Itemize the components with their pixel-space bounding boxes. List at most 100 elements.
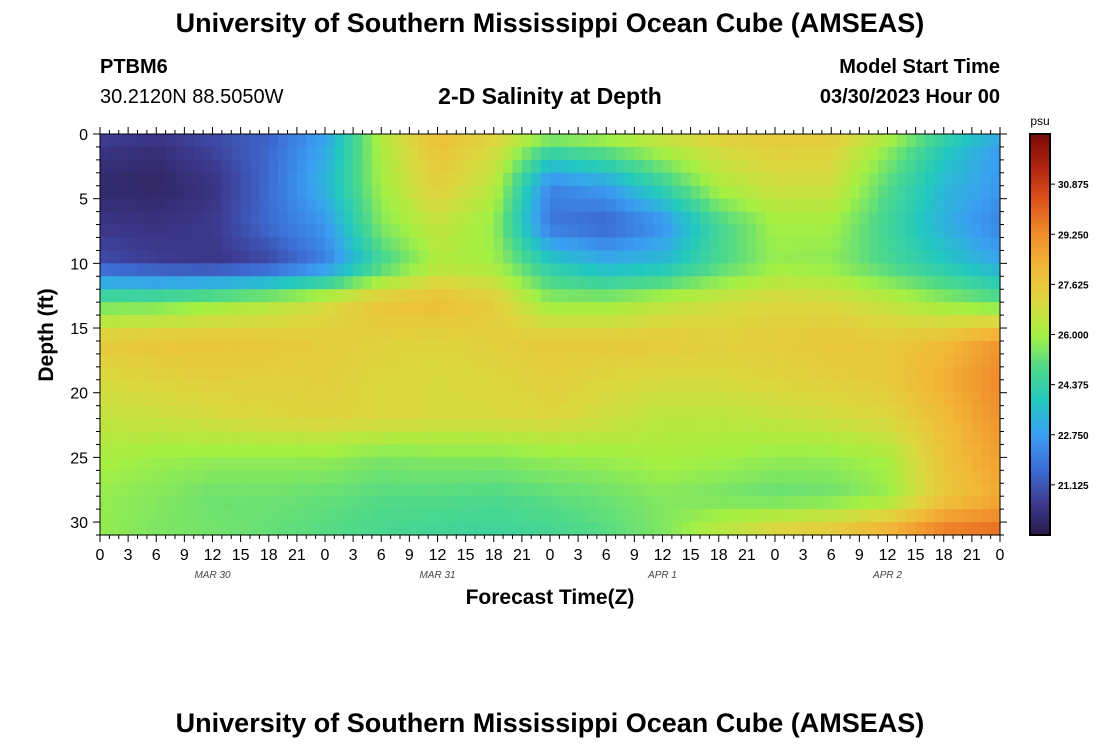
heatmap-cell bbox=[250, 405, 260, 420]
heatmap-cell bbox=[559, 159, 570, 174]
heatmap-cell bbox=[521, 302, 532, 316]
heatmap-cell bbox=[128, 366, 139, 381]
heatmap-cell bbox=[962, 172, 973, 187]
heatmap-cell bbox=[484, 328, 495, 342]
heatmap-cell bbox=[756, 353, 767, 368]
heatmap-cell bbox=[925, 211, 935, 226]
heatmap-cell bbox=[737, 289, 748, 303]
heatmap-cell bbox=[953, 509, 964, 523]
heatmap-cell bbox=[418, 483, 429, 497]
heatmap-cell bbox=[306, 431, 317, 446]
heatmap-cell bbox=[962, 509, 973, 523]
heatmap-cell bbox=[906, 328, 917, 342]
heatmap-cell bbox=[887, 366, 898, 381]
heatmap-cell bbox=[831, 315, 842, 329]
heatmap-cell bbox=[662, 522, 673, 536]
heatmap-cell bbox=[793, 457, 804, 471]
heatmap-cell bbox=[109, 496, 120, 510]
heatmap-cell bbox=[540, 522, 551, 536]
heatmap-cell bbox=[100, 237, 110, 252]
heatmap-cell bbox=[193, 263, 204, 277]
heatmap-cell bbox=[587, 470, 598, 484]
heatmap-cell bbox=[381, 289, 392, 303]
heatmap-cell bbox=[400, 405, 410, 420]
heatmap-cell bbox=[643, 405, 654, 420]
heatmap-cell bbox=[878, 276, 889, 290]
heatmap-cell bbox=[343, 457, 354, 471]
heatmap-cell bbox=[128, 379, 139, 394]
heatmap-cell bbox=[278, 276, 289, 290]
heatmap-cell bbox=[587, 224, 598, 239]
heatmap-cell bbox=[409, 159, 420, 174]
heatmap-cell bbox=[878, 224, 889, 239]
heatmap-cell bbox=[709, 315, 720, 329]
heatmap-cell bbox=[465, 405, 476, 420]
heatmap-cell bbox=[100, 379, 110, 394]
heatmap-cell bbox=[428, 328, 439, 342]
heatmap-cell bbox=[521, 431, 532, 446]
heatmap-cell bbox=[737, 457, 748, 471]
heatmap-cell bbox=[737, 444, 748, 458]
heatmap-cell bbox=[587, 444, 598, 458]
heatmap-cell bbox=[643, 185, 654, 200]
heatmap-cell bbox=[859, 340, 870, 355]
heatmap-cell bbox=[175, 366, 185, 381]
heatmap-cell bbox=[878, 211, 889, 226]
heatmap-cell bbox=[306, 418, 317, 433]
heatmap-cell bbox=[221, 276, 232, 290]
heatmap-cell bbox=[465, 483, 476, 497]
heatmap-cell bbox=[859, 379, 870, 394]
heatmap-cell bbox=[943, 237, 954, 252]
heatmap-cell bbox=[915, 315, 926, 329]
heatmap-cell bbox=[700, 172, 710, 187]
heatmap-cell bbox=[390, 418, 401, 433]
heatmap-cell bbox=[690, 237, 701, 252]
heatmap-cell bbox=[718, 276, 729, 290]
heatmap-cell bbox=[306, 483, 317, 497]
heatmap-cell bbox=[531, 146, 542, 161]
heatmap-cell bbox=[184, 134, 195, 148]
heatmap-cell bbox=[306, 159, 317, 174]
heatmap-cell bbox=[746, 457, 757, 471]
heatmap-cell bbox=[493, 250, 504, 264]
heatmap-cell bbox=[428, 302, 439, 316]
heatmap-cell bbox=[334, 224, 345, 239]
heatmap-cell bbox=[718, 159, 729, 174]
heatmap-cell bbox=[840, 431, 851, 446]
heatmap-cell bbox=[381, 211, 392, 226]
heatmap-cell bbox=[765, 405, 776, 420]
heatmap-cell bbox=[643, 250, 654, 264]
heatmap-cell bbox=[503, 276, 514, 290]
heatmap-cell bbox=[371, 289, 382, 303]
x-day-label: MAR 31 bbox=[419, 570, 455, 581]
heatmap-cell bbox=[578, 405, 589, 420]
heatmap-cell bbox=[100, 444, 110, 458]
heatmap-cell bbox=[915, 379, 926, 394]
heatmap-cell bbox=[906, 224, 917, 239]
heatmap-cell bbox=[212, 522, 223, 536]
heatmap-cell bbox=[906, 276, 917, 290]
heatmap-cell bbox=[915, 263, 926, 277]
heatmap-cell bbox=[943, 470, 954, 484]
heatmap-cell bbox=[296, 237, 307, 252]
heatmap-cell bbox=[718, 353, 729, 368]
heatmap-cell bbox=[400, 224, 410, 239]
heatmap-cell bbox=[784, 522, 795, 536]
heatmap-cell bbox=[540, 418, 551, 433]
heatmap-cell bbox=[953, 146, 964, 161]
station-coordinates: 30.2120N 88.5050W bbox=[100, 86, 284, 108]
heatmap-cell bbox=[240, 392, 251, 407]
heatmap-cell bbox=[325, 172, 335, 187]
heatmap-cell bbox=[559, 496, 570, 510]
heatmap-cell bbox=[878, 470, 889, 484]
heatmap-cell bbox=[250, 211, 260, 226]
heatmap-cell bbox=[700, 509, 710, 523]
heatmap-cell bbox=[446, 328, 457, 342]
heatmap-cell bbox=[915, 302, 926, 316]
heatmap-cell bbox=[521, 185, 532, 200]
heatmap-cell bbox=[934, 353, 945, 368]
heatmap-cell bbox=[231, 353, 242, 368]
heatmap-cell bbox=[840, 224, 851, 239]
heatmap-cell bbox=[250, 172, 260, 187]
heatmap-cell bbox=[353, 146, 364, 161]
